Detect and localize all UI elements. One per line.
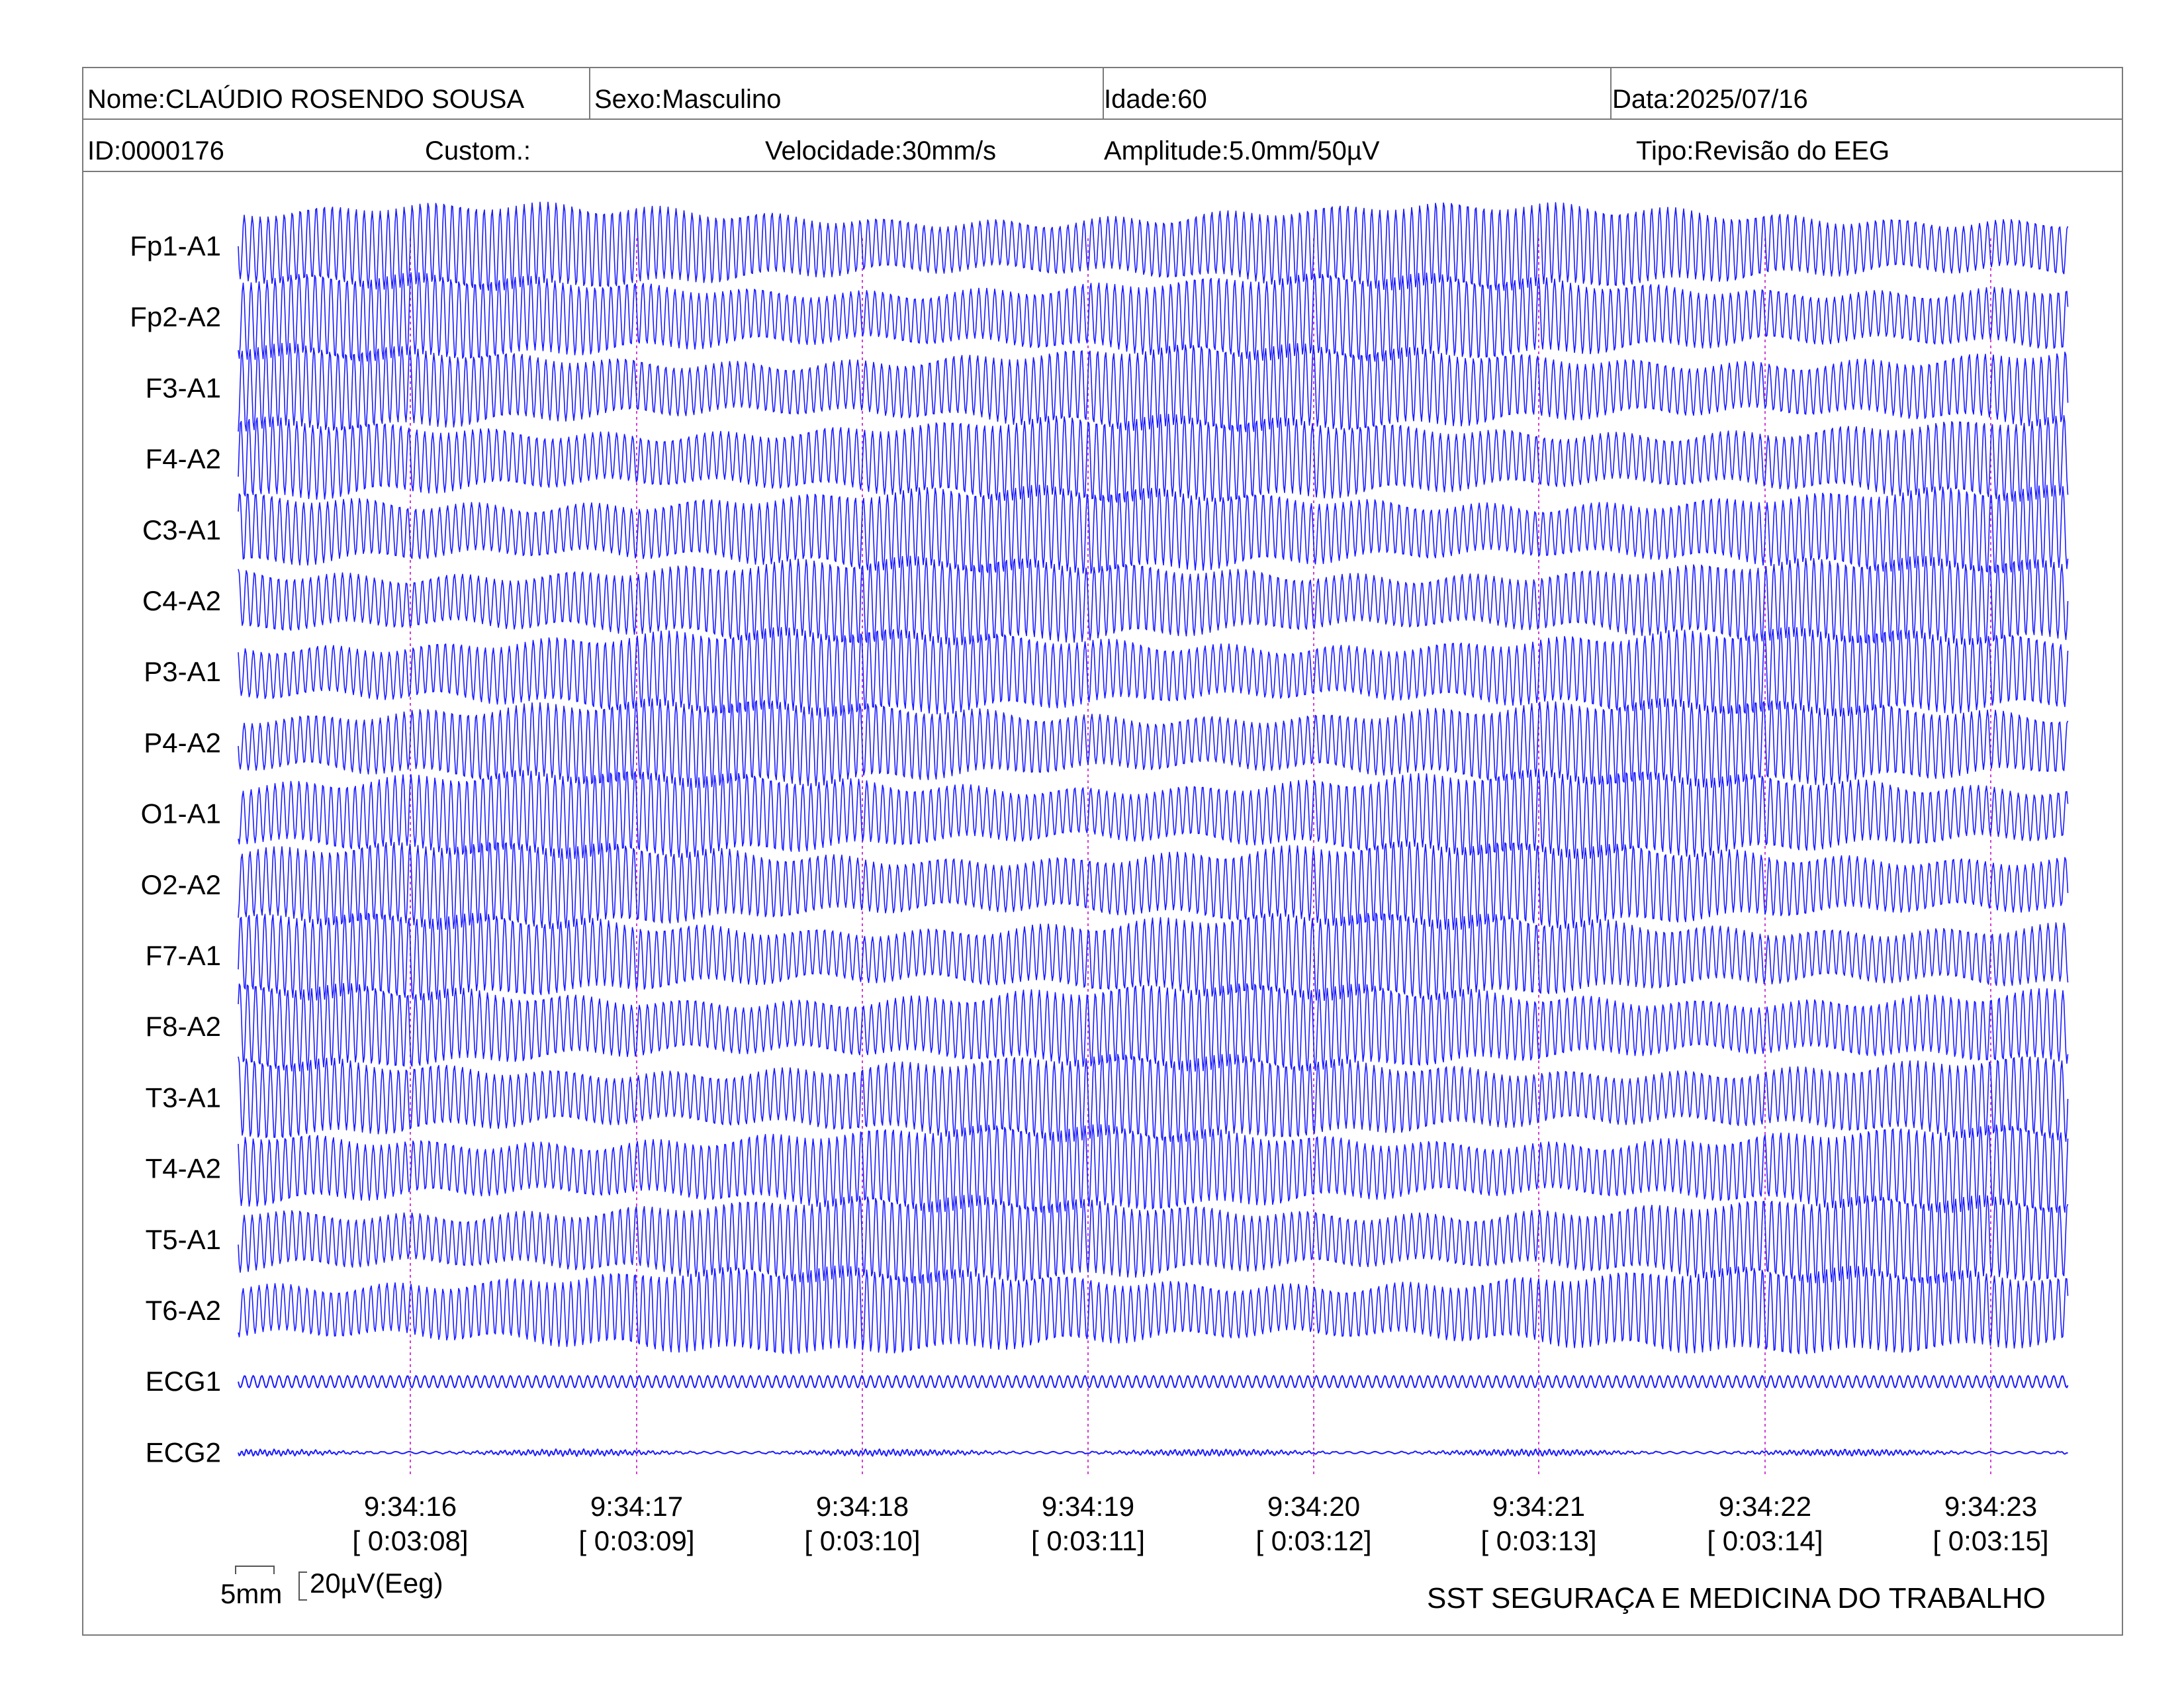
channel-label: T5-A1 xyxy=(146,1224,221,1255)
time-label-elapsed: [ 0:03:13] xyxy=(1480,1525,1596,1556)
patient-id: ID:0000176 xyxy=(87,136,224,165)
channel-label: T3-A1 xyxy=(146,1082,221,1113)
time-label-clock: 9:34:20 xyxy=(1267,1491,1360,1522)
trace-p3-a1 xyxy=(238,626,2069,717)
amplitude-setting: Amplitude:5.0mm/50µV xyxy=(1104,136,1380,165)
channel-label: ECG1 xyxy=(146,1366,221,1397)
amplitude-scale-bracket xyxy=(298,1571,307,1601)
report-frame xyxy=(82,67,2123,1636)
channel-label: C4-A2 xyxy=(142,585,221,616)
header-cell-divider xyxy=(1610,68,1612,120)
trace-c3-a1 xyxy=(238,485,2069,574)
time-label-elapsed: [ 0:03:08] xyxy=(352,1525,468,1556)
trace-t6-a2 xyxy=(238,1265,2069,1354)
exam-date: Data:2025/07/16 xyxy=(1612,85,1808,114)
speed-setting: Velocidade:30mm/s xyxy=(765,136,997,165)
trace-f8-a2 xyxy=(238,982,2069,1072)
time-label-clock: 9:34:19 xyxy=(1042,1491,1134,1522)
channel-label: O1-A1 xyxy=(141,798,221,829)
custom-field: Custom.: xyxy=(425,136,531,165)
time-label-elapsed: [ 0:03:15] xyxy=(1933,1525,2048,1556)
trace-c4-a2 xyxy=(238,555,2069,645)
trace-t3-a1 xyxy=(238,1053,2069,1143)
time-label-elapsed: [ 0:03:09] xyxy=(578,1525,694,1556)
patient-sex: Sexo:Masculino xyxy=(594,85,782,114)
channel-label: C3-A1 xyxy=(142,514,221,545)
patient-name: Nome:CLAÚDIO ROSENDO SOUSA xyxy=(87,85,525,114)
eeg-traces xyxy=(238,201,2069,1457)
time-label-clock: 9:34:21 xyxy=(1492,1491,1585,1522)
channel-label: Fp2-A2 xyxy=(130,301,221,332)
header-cell-divider xyxy=(589,68,590,120)
channel-label: Fp1-A1 xyxy=(130,230,221,261)
channel-label: F7-A1 xyxy=(146,940,221,971)
channel-label: P3-A1 xyxy=(144,656,221,687)
time-label-elapsed: [ 0:03:14] xyxy=(1707,1525,1823,1556)
patient-age: Idade:60 xyxy=(1104,85,1207,114)
trace-o2-a2 xyxy=(238,841,2069,931)
trace-f7-a1 xyxy=(238,912,2069,1002)
exam-type: Tipo:Revisão do EEG xyxy=(1636,136,1890,165)
channel-label: F3-A1 xyxy=(146,372,221,403)
channel-label: T6-A2 xyxy=(146,1295,221,1326)
company-name: SST SEGURAÇA E MEDICINA DO TRABALHO xyxy=(1427,1582,2046,1615)
time-label-elapsed: [ 0:03:12] xyxy=(1255,1525,1371,1556)
header-bottom-border xyxy=(83,171,2122,172)
time-label-clock: 9:34:22 xyxy=(1719,1491,1811,1522)
header-cell-divider xyxy=(1103,68,1104,120)
channel-label: O2-A2 xyxy=(141,869,221,900)
channel-labels: Fp1-A1 Fp2-A2 F3-A1 F4-A2 C3-A1 C4-A2 P3-A1 P4-… xyxy=(130,230,221,1468)
scale-bar xyxy=(235,1566,307,1601)
channel-label: P4-A2 xyxy=(144,727,221,758)
trace-t4-a2 xyxy=(238,1124,2069,1213)
trace-p4-a2 xyxy=(238,698,2069,788)
trace-ecg2 xyxy=(238,1448,2068,1457)
time-labels: 9:34:16[ 0:03:08] 9:34:17[ 0:03:09] 9:34:1… xyxy=(352,1491,2048,1556)
trace-f4-a2 xyxy=(238,414,2069,503)
trace-o1-a1 xyxy=(238,769,2069,859)
time-label-elapsed: [ 0:03:10] xyxy=(804,1525,920,1556)
time-scale-label: 5mm xyxy=(220,1578,283,1609)
time-label-clock: 9:34:18 xyxy=(816,1491,909,1522)
channel-label: T4-A2 xyxy=(146,1153,221,1184)
trace-fp1-a1 xyxy=(238,201,2069,291)
time-label-elapsed: [ 0:03:11] xyxy=(1031,1525,1145,1556)
time-scale-bracket xyxy=(235,1566,275,1574)
channel-label: F8-A2 xyxy=(146,1011,221,1042)
amplitude-scale-label: 20µV(Eeg) xyxy=(310,1568,443,1599)
time-label-clock: 9:34:23 xyxy=(1944,1491,2037,1522)
time-label-clock: 9:34:17 xyxy=(590,1491,683,1522)
trace-ecg1 xyxy=(238,1375,2069,1389)
channel-label: F4-A2 xyxy=(146,444,221,475)
time-label-clock: 9:34:16 xyxy=(364,1491,457,1522)
trace-fp2-a2 xyxy=(238,272,2069,362)
channel-label: ECG2 xyxy=(146,1436,221,1468)
trace-f3-a1 xyxy=(238,342,2069,433)
trace-t5-a1 xyxy=(238,1194,2069,1284)
